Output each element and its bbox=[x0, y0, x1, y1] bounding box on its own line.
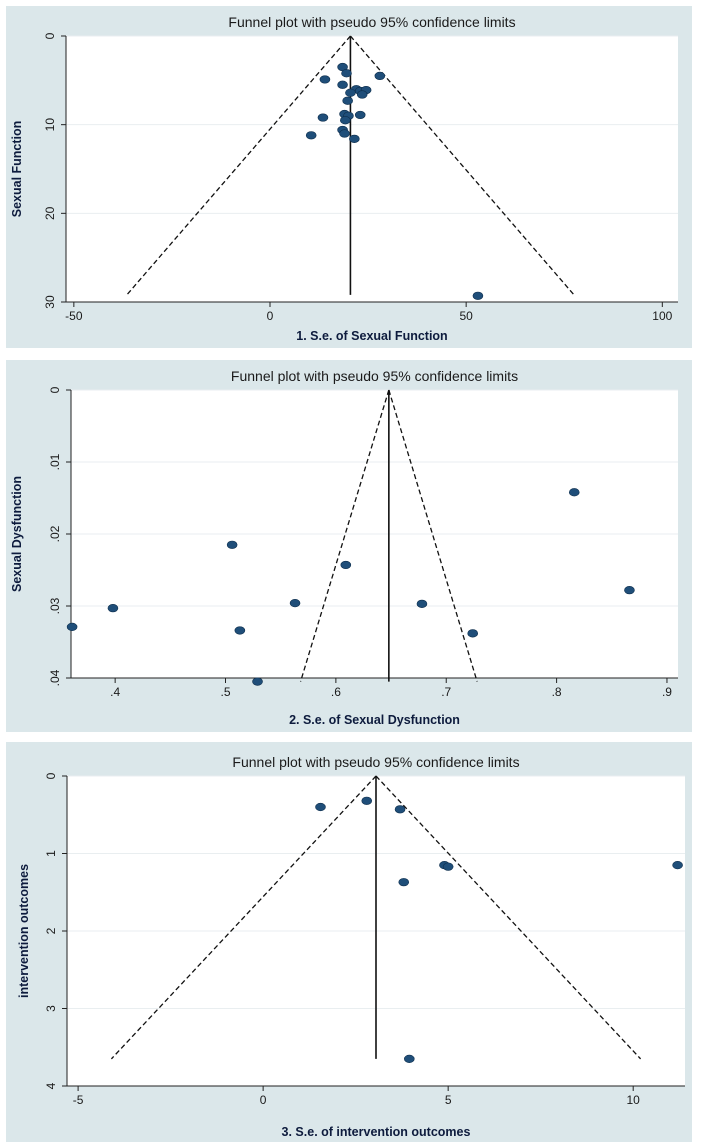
y-tick-label: 0 bbox=[43, 32, 57, 39]
x-tick-label: 0 bbox=[267, 309, 274, 323]
x-tick-label: -5 bbox=[73, 1093, 84, 1107]
study-point bbox=[342, 96, 353, 105]
study-point bbox=[107, 604, 119, 613]
study-point bbox=[398, 878, 410, 887]
y-tick-label: 4 bbox=[44, 1082, 58, 1089]
y-tick-label: .03 bbox=[48, 597, 62, 614]
chart-title: Funnel plot with pseudo 95% confidence l… bbox=[228, 14, 515, 30]
funnel-plot-panel-3: -5 0 5 10 0 1 2 3 4 Funnel plot with pseudo 95% c… bbox=[6, 742, 692, 1142]
x-tick-label: 50 bbox=[459, 309, 473, 323]
study-point bbox=[234, 626, 246, 635]
x-tick-label: .5 bbox=[221, 685, 231, 699]
y-tick-label: .04 bbox=[48, 669, 62, 686]
study-point bbox=[305, 131, 317, 140]
study-point bbox=[345, 88, 356, 97]
funnel-left-limit bbox=[126, 35, 351, 296]
study-point bbox=[356, 90, 368, 99]
x-tick-label: 0 bbox=[260, 1093, 267, 1107]
x-tick-label: .6 bbox=[331, 685, 341, 699]
plot-area bbox=[66, 36, 678, 302]
x-tick-label: .8 bbox=[552, 685, 562, 699]
study-point bbox=[341, 69, 352, 78]
x-tick-label: 100 bbox=[652, 309, 672, 323]
study-point bbox=[319, 75, 331, 84]
study-point bbox=[289, 599, 301, 608]
study-point bbox=[315, 802, 326, 812]
y-tick-label: 0 bbox=[48, 386, 62, 393]
funnel-plot-panel-2: .4 .5 .6 .7 .8 .9 0 .01 .02 .03 .04 Funnel plot wit… bbox=[6, 360, 692, 732]
y-tick-label: 2 bbox=[44, 927, 58, 934]
study-point bbox=[467, 629, 479, 638]
study-point bbox=[442, 862, 454, 871]
funnel-right-limit bbox=[375, 775, 642, 1060]
x-tick-label: .9 bbox=[662, 685, 672, 699]
study-point bbox=[66, 622, 78, 631]
y-tick-label: 30 bbox=[43, 295, 57, 309]
study-point bbox=[226, 540, 238, 549]
study-point bbox=[252, 677, 263, 686]
funnel-plot-1: -50 0 50 100 0 10 20 30 Funnel plot with pseudo … bbox=[10, 14, 678, 343]
funnel-plot-3: -5 0 5 10 0 1 2 3 4 Funnel plot with pseudo 95% c… bbox=[17, 754, 685, 1139]
y-tick-label: 1 bbox=[44, 850, 58, 857]
y-axis-label: intervention outcomes bbox=[17, 864, 31, 998]
study-point bbox=[624, 586, 635, 595]
study-point bbox=[339, 129, 350, 138]
funnel-right-limit bbox=[388, 389, 478, 682]
study-point bbox=[394, 805, 406, 814]
study-point bbox=[472, 291, 484, 300]
chart-title: Funnel plot with pseudo 95% confidence l… bbox=[231, 368, 518, 384]
y-tick-label: 10 bbox=[43, 118, 57, 132]
study-point bbox=[354, 110, 366, 120]
funnel-plot-2: .4 .5 .6 .7 .8 .9 0 .01 .02 .03 .04 Funnel plot wit… bbox=[10, 368, 678, 727]
y-tick-label: .01 bbox=[48, 453, 62, 470]
y-tick-label: .02 bbox=[48, 525, 62, 542]
study-point bbox=[672, 861, 683, 870]
x-tick-label: .4 bbox=[110, 685, 120, 699]
x-tick-label: 10 bbox=[627, 1093, 641, 1107]
study-point bbox=[349, 134, 360, 143]
funnel-right-limit bbox=[349, 35, 575, 296]
study-point bbox=[374, 71, 386, 80]
y-axis-label: Sexual Function bbox=[10, 121, 24, 218]
y-tick-label: 20 bbox=[43, 206, 57, 220]
funnel-plot-panel-1: -50 0 50 100 0 10 20 30 Funnel plot with pseudo … bbox=[6, 6, 692, 348]
study-point bbox=[340, 560, 352, 570]
y-tick-label: 3 bbox=[44, 1005, 58, 1012]
y-axis-label: Sexual Dysfunction bbox=[10, 476, 24, 592]
x-axis-label: 2. S.e. of Sexual Dysfunction bbox=[289, 713, 460, 727]
study-point bbox=[337, 80, 348, 89]
chart-title: Funnel plot with pseudo 95% confidence l… bbox=[232, 754, 519, 770]
x-tick-label: .7 bbox=[441, 685, 451, 699]
x-tick-label: -50 bbox=[65, 309, 83, 323]
y-tick-label: 0 bbox=[44, 772, 58, 779]
study-point bbox=[317, 113, 329, 122]
x-axis-label: 3. S.e. of intervention outcomes bbox=[282, 1125, 471, 1139]
study-point bbox=[361, 796, 373, 805]
study-point bbox=[404, 1054, 415, 1063]
funnel-left-limit bbox=[299, 389, 390, 682]
funnel-left-limit bbox=[110, 775, 377, 1060]
study-point bbox=[340, 116, 351, 125]
x-tick-label: 5 bbox=[445, 1093, 452, 1107]
study-point bbox=[568, 488, 580, 497]
study-point bbox=[416, 599, 428, 608]
x-axis-label: 1. S.e. of Sexual Function bbox=[296, 329, 447, 343]
